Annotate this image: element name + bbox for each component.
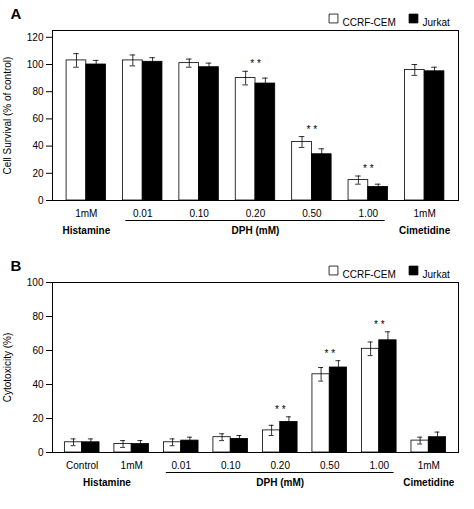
svg-text:100: 100 (27, 277, 44, 288)
svg-text:1mM: 1mM (418, 460, 440, 471)
svg-text:B: B (11, 257, 22, 274)
svg-text:0.20: 0.20 (246, 208, 266, 219)
svg-text:DPH (mM): DPH (mM) (256, 477, 304, 488)
svg-text:0.20: 0.20 (271, 460, 291, 471)
svg-text:0.10: 0.10 (189, 208, 209, 219)
svg-text:0.01: 0.01 (171, 460, 191, 471)
svg-text:1mM: 1mM (121, 460, 143, 471)
svg-text:0: 0 (38, 195, 44, 206)
svg-text:1mM: 1mM (75, 208, 97, 219)
svg-text:CCRF-CEM: CCRF-CEM (343, 17, 396, 28)
svg-text:DPH (mM): DPH (mM) (232, 225, 280, 236)
svg-text:Histamine: Histamine (62, 225, 110, 236)
svg-text:CCRF-CEM: CCRF-CEM (343, 269, 396, 280)
svg-text:Histamine: Histamine (83, 477, 131, 488)
svg-text:0.10: 0.10 (221, 460, 241, 471)
svg-text:* *: * * (363, 163, 374, 174)
svg-text:Jurkat: Jurkat (423, 269, 450, 280)
svg-text:20: 20 (32, 168, 44, 179)
svg-text:* *: * * (307, 124, 318, 135)
svg-text:1.00: 1.00 (359, 208, 379, 219)
svg-text:0.50: 0.50 (320, 460, 340, 471)
svg-text:20: 20 (32, 413, 44, 424)
svg-text:0: 0 (38, 447, 44, 458)
svg-text:60: 60 (32, 345, 44, 356)
svg-text:Jurkat: Jurkat (423, 17, 450, 28)
svg-text:1mM: 1mM (414, 208, 436, 219)
svg-text:80: 80 (32, 86, 44, 97)
svg-text:100: 100 (27, 59, 44, 70)
svg-text:80: 80 (32, 311, 44, 322)
svg-text:* *: * * (374, 319, 385, 330)
svg-text:60: 60 (32, 113, 44, 124)
svg-text:0.50: 0.50 (302, 208, 322, 219)
svg-text:* *: * * (275, 404, 286, 415)
svg-text:A: A (11, 5, 22, 22)
svg-text:* *: * * (250, 58, 261, 69)
svg-text:40: 40 (32, 379, 44, 390)
svg-text:120: 120 (27, 32, 44, 43)
svg-text:Cell Survival (% of control): Cell Survival (% of control) (2, 57, 13, 175)
svg-text:0.01: 0.01 (133, 208, 153, 219)
svg-text:Cimetidine: Cimetidine (399, 225, 451, 236)
svg-text:1.00: 1.00 (370, 460, 390, 471)
svg-text:40: 40 (32, 140, 44, 151)
svg-text:Control: Control (66, 460, 98, 471)
svg-text:Cimetidine: Cimetidine (403, 477, 455, 488)
svg-text:* *: * * (324, 348, 335, 359)
svg-text:Cytotoxicity (%): Cytotoxicity (%) (2, 333, 13, 402)
